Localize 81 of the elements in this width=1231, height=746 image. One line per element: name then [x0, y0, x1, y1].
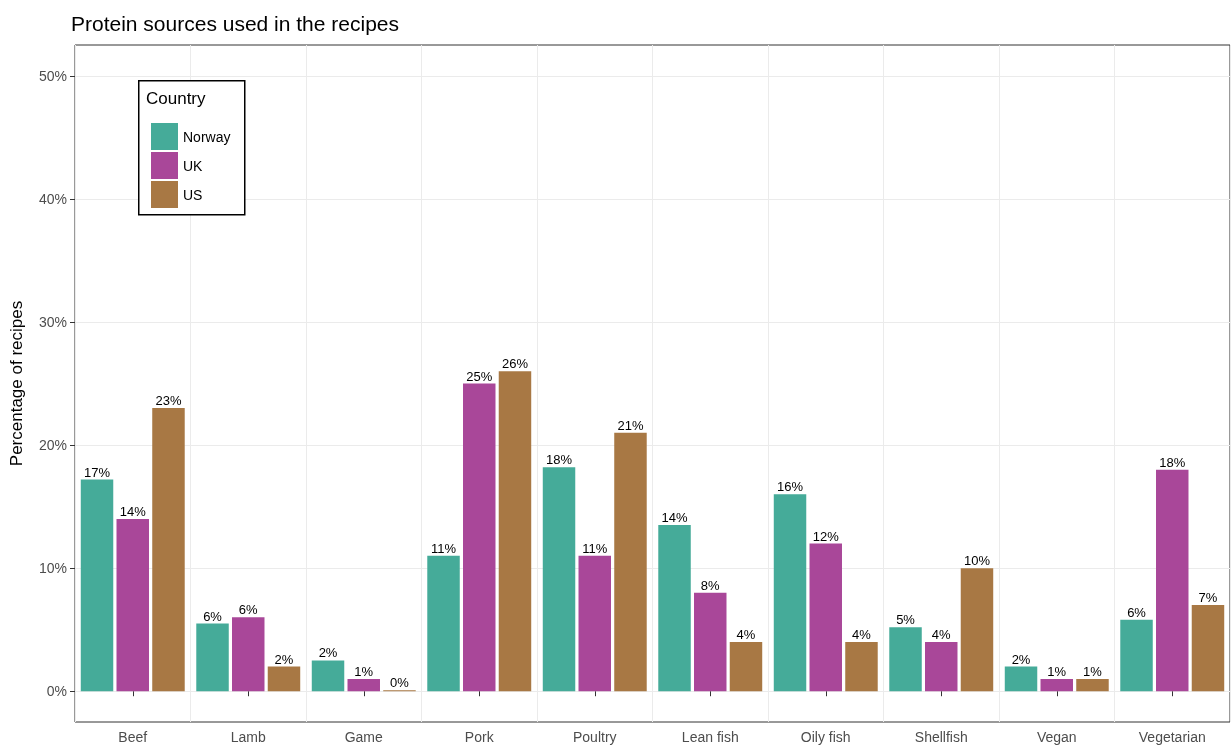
- data-label: 5%: [896, 612, 916, 628]
- bar: [498, 371, 532, 692]
- y-tick-label: 0%: [46, 683, 67, 700]
- data-label: 18%: [1159, 454, 1186, 470]
- data-label: 4%: [931, 626, 952, 642]
- data-label: 8%: [700, 577, 721, 593]
- data-label: 23%: [155, 393, 182, 409]
- data-label: 0%: [390, 675, 410, 691]
- x-tick-label: Beef: [118, 729, 148, 745]
- data-label: 12%: [812, 528, 840, 544]
- x-tick-label: Vegan: [1036, 729, 1077, 745]
- bar: [1191, 605, 1225, 692]
- bar: [1120, 619, 1153, 692]
- bar: [311, 660, 345, 692]
- bar: [542, 467, 576, 692]
- data-label: 2%: [1011, 651, 1031, 667]
- bar: [116, 518, 149, 692]
- data-label: 4%: [736, 626, 756, 642]
- data-label: 18%: [546, 452, 573, 468]
- data-label: 2%: [318, 645, 338, 661]
- legend-title: Country: [146, 89, 207, 108]
- y-tick-label: 40%: [38, 190, 67, 207]
- data-label: 7%: [1198, 590, 1218, 606]
- x-tick-label: Oily fish: [800, 729, 851, 745]
- bar: [1076, 678, 1109, 692]
- data-label: 14%: [119, 503, 147, 519]
- y-axis-title: Percentage of recipes: [7, 300, 26, 467]
- data-label: 6%: [238, 602, 259, 618]
- legend-label: US: [183, 186, 203, 203]
- data-label: 14%: [661, 510, 688, 526]
- x-tick-label: Game: [344, 729, 384, 745]
- bar: [1004, 666, 1038, 692]
- legend-label: UK: [183, 157, 204, 174]
- bar: [614, 432, 647, 692]
- x-tick-label: Poultry: [572, 729, 617, 745]
- data-label: 11%: [582, 540, 608, 556]
- data-label: 10%: [963, 553, 991, 569]
- data-label: 26%: [501, 356, 529, 372]
- bar: [1156, 469, 1189, 692]
- bar: [463, 383, 496, 692]
- bar: [347, 678, 380, 692]
- bar: [1040, 678, 1073, 692]
- bar: [578, 555, 611, 692]
- data-label: 4%: [852, 626, 872, 642]
- bar: [960, 568, 994, 692]
- data-label: 6%: [1127, 604, 1147, 620]
- data-label: 11%: [430, 540, 457, 556]
- bar: [773, 494, 807, 692]
- x-tick-label: Vegetarian: [1138, 729, 1206, 745]
- bar: [267, 666, 301, 692]
- bar: [80, 479, 114, 692]
- y-tick-label: 10%: [38, 560, 67, 577]
- x-tick-label: Lean fish: [681, 729, 739, 745]
- bar: [809, 543, 842, 692]
- data-label: 25%: [466, 368, 493, 384]
- x-tick-label: Lamb: [230, 729, 266, 745]
- data-label: 1%: [1083, 663, 1103, 679]
- data-label: 1%: [1047, 663, 1067, 679]
- data-label: 6%: [203, 608, 223, 624]
- legend-label: Norway: [183, 128, 231, 145]
- bar: [845, 641, 878, 692]
- data-label: 21%: [617, 417, 644, 433]
- bar: [427, 555, 460, 692]
- data-label: 17%: [84, 464, 111, 480]
- x-tick-label: Pork: [464, 729, 495, 745]
- bar: [889, 627, 922, 692]
- bar: [925, 641, 958, 692]
- bar: [694, 592, 727, 692]
- bar: [232, 617, 265, 692]
- bar: [729, 641, 763, 692]
- bar: [658, 525, 691, 692]
- y-tick-label: 20%: [38, 437, 67, 454]
- x-tick-label: Shellfish: [914, 729, 968, 745]
- data-label: 2%: [274, 651, 294, 667]
- y-tick-label: 30%: [38, 313, 67, 330]
- bar: [152, 408, 185, 692]
- y-tick-label: 50%: [38, 67, 67, 84]
- data-label: 16%: [777, 479, 804, 495]
- chart-title: Protein sources used in the recipes: [71, 12, 400, 35]
- bar: [196, 623, 229, 692]
- data-label: 1%: [354, 663, 374, 679]
